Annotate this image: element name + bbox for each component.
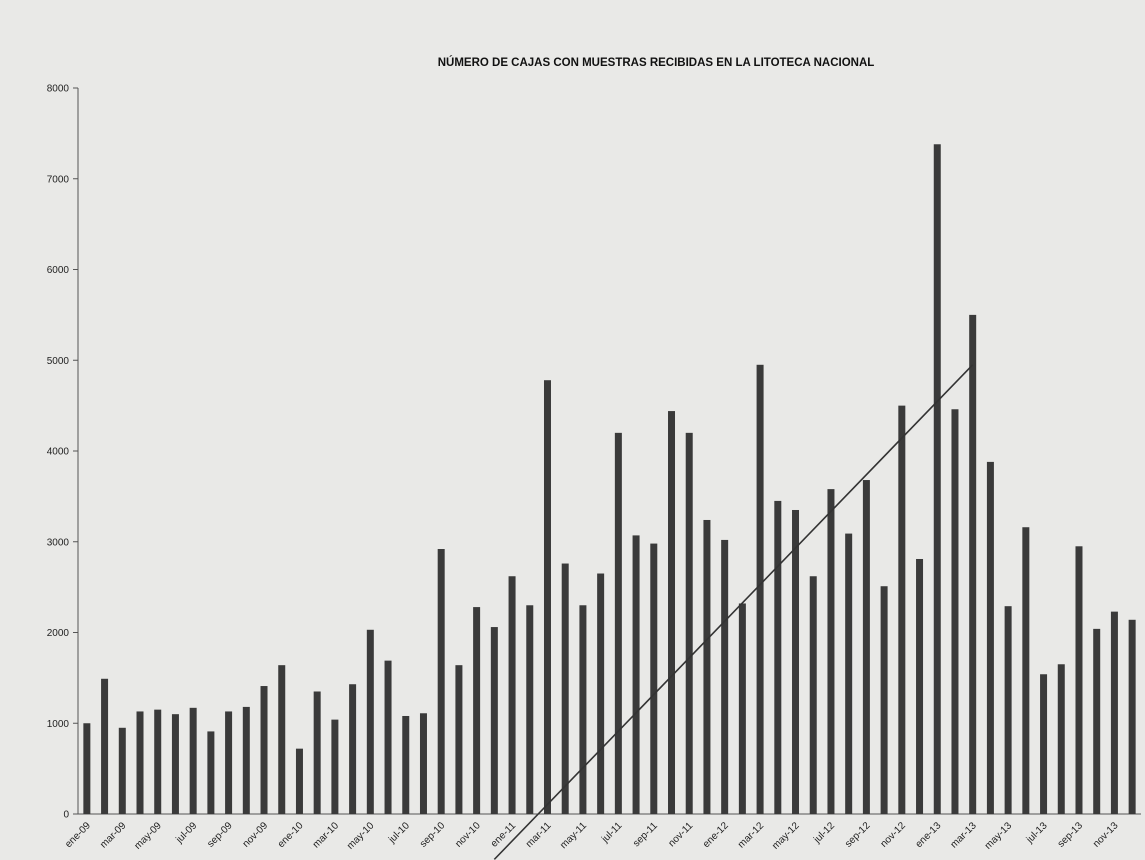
bar-feb-12 bbox=[738, 603, 746, 814]
bar-feb-13 bbox=[951, 409, 959, 814]
bar-jun-10 bbox=[384, 660, 392, 814]
bar-mar-11 bbox=[543, 380, 551, 814]
bar-may-11 bbox=[579, 605, 587, 814]
bar-jun-11 bbox=[597, 573, 605, 814]
bar-abr-12 bbox=[774, 500, 782, 814]
y-tick-label: 3000 bbox=[47, 537, 70, 548]
y-axis: 0 1000 2000 3000 4000 5000 6000 7000 8000 bbox=[47, 84, 79, 821]
bar-oct-12 bbox=[880, 586, 888, 814]
bar-dic-10 bbox=[490, 627, 498, 814]
bar-ene-11 bbox=[508, 576, 516, 814]
bar-ago-12 bbox=[845, 533, 853, 814]
bar-sep-09 bbox=[225, 711, 233, 814]
bar-nov-09 bbox=[260, 686, 268, 814]
bar-feb-09 bbox=[101, 678, 109, 814]
y-tick-label: 7000 bbox=[47, 174, 70, 185]
bar-may-12 bbox=[792, 509, 800, 814]
bar-nov-11 bbox=[685, 432, 693, 814]
bar-dic-13 bbox=[1128, 619, 1136, 814]
y-tick-label: 2000 bbox=[47, 628, 70, 639]
bar-ene-12 bbox=[721, 539, 729, 814]
bar-ene-13 bbox=[933, 144, 941, 814]
bar-nov-10 bbox=[473, 607, 481, 814]
bar-oct-13 bbox=[1093, 628, 1101, 814]
bar-sep-11 bbox=[650, 543, 658, 814]
bar-abr-10 bbox=[349, 684, 357, 814]
y-tick-label: 4000 bbox=[47, 447, 70, 458]
trendline bbox=[493, 364, 974, 860]
bar-abr-11 bbox=[561, 563, 569, 814]
bar-jun-12 bbox=[809, 576, 817, 814]
bar-sep-12 bbox=[862, 480, 870, 814]
chart-title: NÚMERO DE CAJAS CON MUESTRAS RECIBIDAS E… bbox=[438, 56, 875, 69]
bar-ago-13 bbox=[1057, 664, 1065, 814]
bar-oct-10 bbox=[455, 665, 463, 814]
bar-dic-12 bbox=[916, 558, 924, 814]
bar-sep-13 bbox=[1075, 546, 1083, 814]
bar-abr-13 bbox=[986, 461, 994, 814]
bar-series bbox=[83, 144, 1136, 815]
bar-ene-10 bbox=[295, 748, 303, 814]
bar-may-13 bbox=[1004, 606, 1012, 814]
bar-jun-09 bbox=[171, 714, 179, 814]
bar-feb-10 bbox=[313, 691, 321, 814]
bar-jul-10 bbox=[402, 715, 410, 814]
bar-sep-10 bbox=[437, 549, 445, 814]
trendline-layer bbox=[493, 364, 974, 860]
y-tick-label: 0 bbox=[63, 810, 69, 821]
bar-mar-09 bbox=[118, 727, 126, 814]
y-tick-label: 6000 bbox=[47, 265, 70, 276]
bar-jun-13 bbox=[1022, 527, 1030, 814]
bar-abr-09 bbox=[136, 711, 144, 814]
bar-jul-13 bbox=[1040, 674, 1048, 814]
bar-mar-12 bbox=[756, 364, 764, 814]
bar-mar-10 bbox=[331, 719, 339, 814]
bar-ago-09 bbox=[207, 731, 215, 814]
bar-mar-13 bbox=[969, 314, 977, 815]
bar-oct-11 bbox=[668, 411, 676, 814]
bar-jul-12 bbox=[827, 489, 835, 814]
y-tick-label: 1000 bbox=[47, 719, 70, 730]
bar-feb-11 bbox=[526, 605, 534, 814]
bar-dic-09 bbox=[278, 665, 286, 814]
bar-jul-09 bbox=[189, 707, 197, 814]
bar-ago-11 bbox=[632, 535, 640, 814]
bar-oct-09 bbox=[242, 706, 250, 814]
bar-ene-09 bbox=[83, 723, 91, 814]
bar-jul-11 bbox=[614, 432, 622, 814]
bar-nov-13 bbox=[1110, 611, 1118, 814]
bar-ago-10 bbox=[419, 713, 427, 814]
bar-nov-12 bbox=[898, 405, 906, 815]
y-tick-label: 8000 bbox=[47, 84, 70, 95]
bar-dic-11 bbox=[703, 519, 711, 814]
y-tick-label: 5000 bbox=[47, 356, 70, 367]
bar-may-09 bbox=[154, 709, 162, 814]
bar-may-10 bbox=[366, 629, 374, 814]
